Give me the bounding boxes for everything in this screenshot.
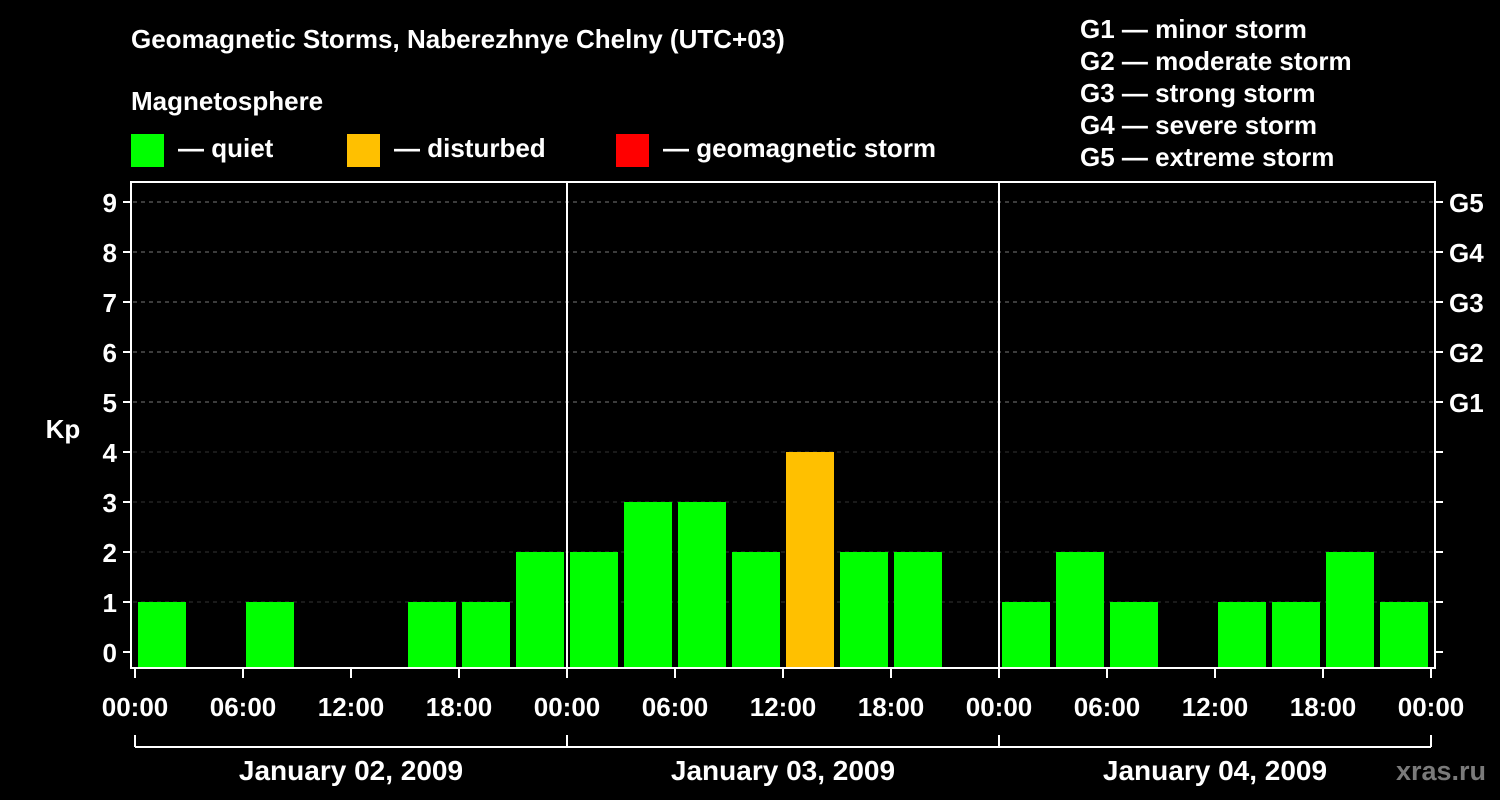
kp-bar — [678, 502, 726, 667]
legend-disturbed-swatch — [347, 134, 380, 167]
magnetosphere-label: Magnetosphere — [131, 86, 324, 116]
kp-bar — [1002, 602, 1050, 667]
kp-bar — [1110, 602, 1158, 667]
plot-frame — [130, 181, 1436, 669]
x-tick-label: 06:00 — [210, 692, 277, 722]
y-tick-label: 1 — [103, 588, 117, 618]
x-tick-label: 06:00 — [642, 692, 709, 722]
x-tick-label: 18:00 — [426, 692, 493, 722]
kp-bar — [1326, 552, 1374, 667]
kp-bar — [1380, 602, 1428, 667]
g-level-label: G4 — [1449, 238, 1484, 268]
y-tick-label: 3 — [103, 488, 117, 518]
x-tick-label: 12:00 — [318, 692, 385, 722]
g-scale-item: G1 — minor storm — [1080, 14, 1307, 44]
x-tick-label: 00:00 — [102, 692, 169, 722]
g-level-label: G5 — [1449, 188, 1484, 218]
legend-quiet-label: — quiet — [178, 133, 274, 163]
y-tick-label: 5 — [103, 388, 117, 418]
kp-bar — [462, 602, 510, 667]
y-tick-label: 6 — [103, 338, 117, 368]
x-tick-label: 18:00 — [858, 692, 925, 722]
kp-bar — [732, 552, 780, 667]
kp-bar — [246, 602, 294, 667]
chart-title: Geomagnetic Storms, Naberezhnye Chelny (… — [131, 24, 785, 54]
g-level-label: G2 — [1449, 338, 1484, 368]
g-level-label: G1 — [1449, 388, 1484, 418]
y-tick-label: 8 — [103, 238, 117, 268]
day-label: January 03, 2009 — [671, 755, 895, 786]
legend-quiet-swatch — [131, 134, 164, 167]
y-tick-label: 9 — [103, 188, 117, 218]
x-tick-label: 00:00 — [534, 692, 601, 722]
kp-bar — [570, 552, 618, 667]
x-tick-label: 06:00 — [1074, 692, 1141, 722]
legend-storm-label: — geomagnetic storm — [663, 133, 937, 163]
y-axis-label: Kp — [46, 414, 81, 444]
g-scale-legend: G1 — minor storm G2 — moderate storm G3 … — [1080, 13, 1352, 173]
kp-bar — [786, 452, 834, 667]
kp-bar — [624, 502, 672, 667]
watermark: xras.ru — [1395, 756, 1486, 786]
kp-bar — [840, 552, 888, 667]
kp-bar — [138, 602, 186, 667]
x-tick-label: 00:00 — [1398, 692, 1465, 722]
y-tick-label: 0 — [103, 638, 117, 668]
x-tick-label: 12:00 — [1182, 692, 1249, 722]
g-scale-item: G4 — severe storm — [1080, 110, 1318, 140]
legend-disturbed-label: — disturbed — [394, 133, 546, 163]
g-scale-item: G2 — moderate storm — [1080, 46, 1352, 76]
x-tick-label: 18:00 — [1290, 692, 1357, 722]
y-tick-label: 2 — [103, 538, 117, 568]
g-level-label: G3 — [1449, 288, 1484, 318]
kp-bar — [1272, 602, 1320, 667]
g-scale-item: G5 — extreme storm — [1080, 142, 1335, 172]
day-label: January 04, 2009 — [1103, 755, 1327, 786]
kp-bar — [894, 552, 942, 667]
day-label: January 02, 2009 — [239, 755, 463, 786]
y-tick-label: 4 — [103, 438, 118, 468]
g-scale-item: G3 — strong storm — [1080, 78, 1316, 108]
x-tick-label: 00:00 — [966, 692, 1033, 722]
y-tick-label: 7 — [103, 288, 117, 318]
kp-bar — [1218, 602, 1266, 667]
kp-bar — [408, 602, 456, 667]
kp-bar — [1056, 552, 1104, 667]
x-tick-label: 12:00 — [750, 692, 817, 722]
legend-storm-swatch — [616, 134, 649, 167]
kp-bar — [516, 552, 564, 667]
